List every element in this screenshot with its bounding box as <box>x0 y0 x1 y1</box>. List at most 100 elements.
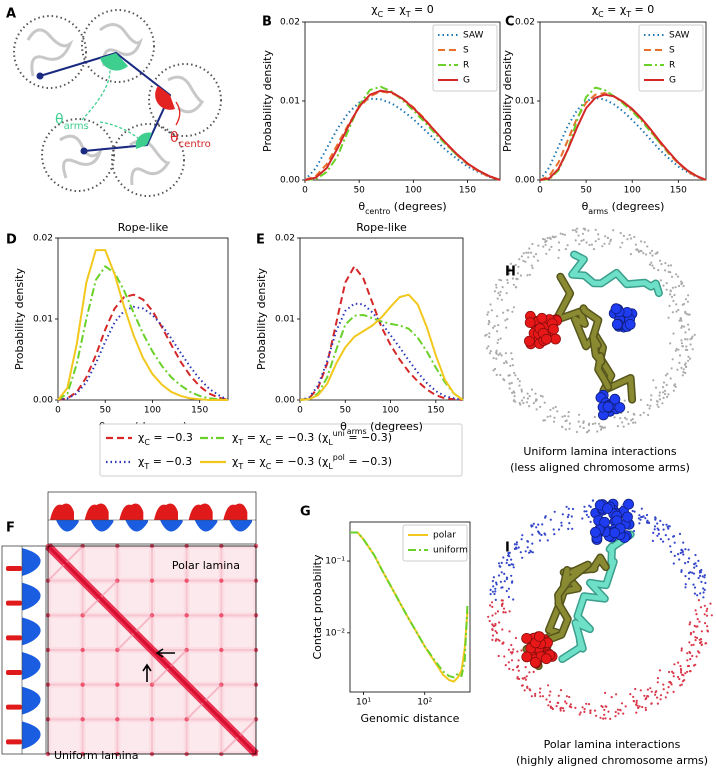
lamina-dot <box>571 507 575 511</box>
lamina-dot <box>681 374 684 377</box>
lamina-dot <box>527 256 530 259</box>
y-axis-label: Contact probability <box>311 554 324 659</box>
lamina-dot <box>516 676 519 679</box>
x-tick-label: 100 <box>405 186 422 196</box>
y-tick-label: 0.01 <box>275 315 295 325</box>
lamina-dot <box>557 528 561 531</box>
legend-label: S <box>463 46 469 56</box>
lamina-dot <box>637 517 641 520</box>
lamina-dot <box>510 574 513 577</box>
lamina-dot <box>557 694 560 697</box>
heatmap-frame <box>47 545 257 755</box>
chart: 0 50 100 150 0.00 0.01 0.02 χC = χT = 0 θcentro … <box>261 3 501 216</box>
lamina-dot <box>585 510 588 513</box>
lamina-dot <box>557 701 560 705</box>
track-blue <box>22 617 41 646</box>
lamina-dot <box>581 706 584 709</box>
lamina-dot <box>530 695 533 698</box>
lamina-dot <box>501 286 504 289</box>
lamina-dot <box>564 248 567 251</box>
heatmap-label: Polar lamina <box>172 559 240 572</box>
lamina-dot <box>656 677 660 680</box>
lamina-dot <box>542 237 545 241</box>
bead <box>524 317 536 329</box>
lamina-dot <box>505 576 509 579</box>
lamina-dot <box>534 692 537 696</box>
panel-letter: C <box>505 15 515 30</box>
panel-letter: B <box>262 15 272 30</box>
lamina-dot <box>682 368 685 371</box>
lamina-dot <box>506 558 509 562</box>
lamina-dot <box>696 594 699 597</box>
lamina-dot <box>649 252 652 255</box>
bead <box>599 516 610 528</box>
lamina-dot <box>705 609 708 613</box>
lamina-dot <box>621 421 624 424</box>
lamina-dot <box>616 708 620 711</box>
bead <box>521 633 532 644</box>
lamina-dot <box>568 522 571 525</box>
lamina-dot <box>559 232 562 235</box>
lamina-dot <box>518 677 521 681</box>
lamina-dot <box>669 545 672 548</box>
lamina-dot <box>505 589 508 593</box>
lamina-dot <box>656 527 659 530</box>
panel-letter: E <box>256 233 265 248</box>
lamina-dot <box>563 233 567 236</box>
lamina-dot <box>534 253 538 256</box>
track-red <box>6 566 22 571</box>
lamina-dot <box>689 621 692 624</box>
lamina-dot <box>569 703 572 706</box>
lamina-dot <box>667 316 670 319</box>
lamina-dot <box>668 681 671 684</box>
lamina-dot <box>692 583 695 586</box>
lamina-dot <box>613 416 616 419</box>
lamina-dot <box>495 349 498 352</box>
lamina-dot <box>594 228 597 231</box>
heatmap-spot <box>80 682 85 687</box>
panel-letter: A <box>6 7 16 22</box>
lamina-dot <box>671 286 675 289</box>
lamina-dot <box>668 304 671 307</box>
lamina-dot <box>499 565 502 568</box>
lamina-dot <box>684 371 687 375</box>
lamina-dot <box>634 687 637 691</box>
lamina-dot <box>710 614 713 617</box>
diagram: θarms θcentro <box>13 9 222 197</box>
lamina-dot <box>490 601 494 604</box>
domain-circle <box>13 15 87 89</box>
lamina-dot <box>645 253 648 256</box>
lamina-dot <box>686 659 689 662</box>
lamina-dot <box>535 526 538 529</box>
lamina-dot <box>699 606 703 609</box>
lamina-dot <box>604 717 607 720</box>
lamina-dot <box>526 274 529 277</box>
lamina-dot <box>684 365 688 369</box>
angle-wedge <box>135 132 152 149</box>
bead <box>541 333 552 345</box>
lamina-dot <box>654 693 657 696</box>
legend-label: χC = −0.3 <box>138 431 193 447</box>
lamina-dot <box>672 535 675 538</box>
lamina-dot <box>681 345 685 348</box>
lamina-dot <box>568 695 571 699</box>
lamina-dot <box>669 290 672 293</box>
lamina-dot <box>524 678 528 681</box>
lamina-dot <box>567 513 570 517</box>
lamina-dot <box>622 712 625 715</box>
lamina-dot <box>509 262 512 265</box>
lamina-dot <box>659 694 663 697</box>
lamina-dot <box>682 284 685 288</box>
angle-wedge <box>100 53 128 71</box>
lamina-dot <box>519 551 522 554</box>
lamina-dot <box>657 532 661 536</box>
lamina-dot <box>585 702 588 705</box>
lamina-dot <box>509 651 512 654</box>
lamina-dot <box>491 580 494 583</box>
lamina-dot <box>666 691 669 694</box>
x-tick-label: 50 <box>580 186 592 196</box>
lamina-dot <box>650 249 654 252</box>
lamina-dot <box>704 642 707 645</box>
lamina-dot <box>497 324 500 327</box>
